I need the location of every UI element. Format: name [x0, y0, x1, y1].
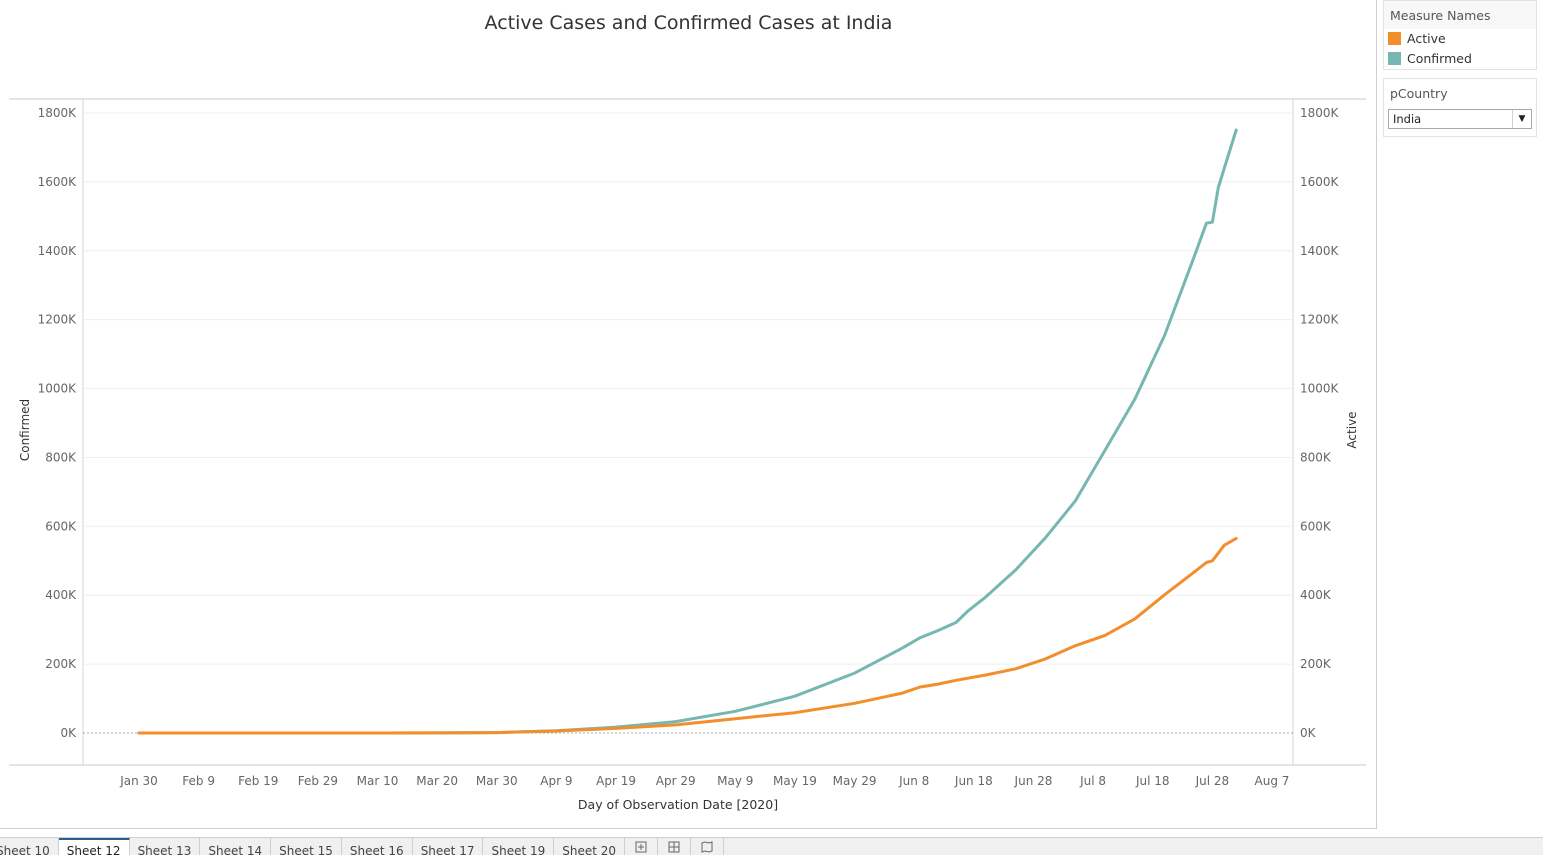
worksheet: Active Cases and Confirmed Cases at Indi…	[0, 0, 1377, 829]
line-chart: 0K 0K 200K 200K 400K 400K 600K 600K 800K 800K 1000…	[9, 98, 1366, 812]
y-axis-title-right: Active	[1345, 411, 1359, 448]
filter-card: pCountry India ▼	[1383, 78, 1537, 137]
y-tick-label-left: 1000K	[38, 382, 78, 396]
x-tick-label: Mar 10	[357, 774, 399, 788]
y-tick-label-right: 800K	[1300, 450, 1332, 464]
y-tick-label-left: 200K	[45, 657, 77, 671]
x-tick-label: Feb 9	[182, 774, 215, 788]
x-tick-label: Jul 28	[1195, 774, 1230, 788]
y-axis-title-left: Confirmed	[18, 399, 32, 461]
new-story-icon[interactable]	[691, 838, 725, 855]
country-dropdown-value: India	[1393, 112, 1422, 126]
tab-sheet-16[interactable]: Sheet 16	[342, 838, 413, 855]
x-tick-label: Feb 19	[238, 774, 278, 788]
y-tick-label-right: 1400K	[1300, 244, 1340, 258]
legend-item-confirmed[interactable]: Confirmed	[1384, 49, 1536, 69]
tab-sheet-15[interactable]: Sheet 15	[271, 838, 342, 855]
x-tick-label: Apr 29	[656, 774, 696, 788]
chevron-down-icon[interactable]: ▼	[1512, 110, 1531, 128]
tab-sheet-17[interactable]: Sheet 17	[413, 838, 484, 855]
legend-title: Measure Names	[1384, 1, 1536, 29]
sheet-tab-bar: Sheet 10 Sheet 12 Sheet 13 Sheet 14 Shee…	[0, 837, 1543, 855]
y-tick-label-right: 1800K	[1300, 106, 1340, 120]
x-tick-label: Mar 20	[416, 774, 458, 788]
y-tick-label-left: 600K	[45, 519, 77, 533]
x-tick-label: May 29	[833, 774, 877, 788]
x-tick-label: Apr 19	[596, 774, 636, 788]
y-tick-label-left: 1400K	[38, 244, 78, 258]
filter-title: pCountry	[1384, 79, 1536, 107]
x-tick-label: Jun 28	[1014, 774, 1053, 788]
y-tick-label-left: 800K	[45, 450, 77, 464]
legend-label-active: Active	[1407, 31, 1446, 46]
x-tick-label: Jun 8	[898, 774, 929, 788]
tab-sheet-20[interactable]: Sheet 20	[554, 838, 626, 855]
y-tick-label-right: 1000K	[1300, 382, 1340, 396]
tab-sheet-10[interactable]: Sheet 10	[0, 838, 59, 855]
y-tick-label-left: 1200K	[38, 313, 78, 327]
y-tick-label-left: 0K	[60, 726, 77, 740]
y-tick-label-left: 1800K	[38, 106, 78, 120]
tab-sheet-19[interactable]: Sheet 19	[483, 838, 555, 855]
y-tick-label-right: 1600K	[1300, 175, 1340, 189]
y-tick-label-right: 1200K	[1300, 313, 1340, 327]
x-tick-label: Jul 18	[1135, 774, 1170, 788]
y-tick-label-right: 400K	[1300, 588, 1332, 602]
legend-swatch-active	[1388, 32, 1401, 45]
legend-swatch-confirmed	[1388, 52, 1401, 65]
x-tick-label: Aug 7	[1255, 774, 1290, 788]
x-tick-label: Jun 18	[954, 774, 993, 788]
country-dropdown[interactable]: India ▼	[1388, 109, 1532, 129]
legend-label-confirmed: Confirmed	[1407, 51, 1472, 66]
y-tick-label-right: 600K	[1300, 519, 1332, 533]
x-axis-title: Day of Observation Date [2020]	[578, 797, 778, 812]
y-tick-label-left: 400K	[45, 588, 77, 602]
y-tick-label-right: 0K	[1300, 726, 1317, 740]
legend-item-active[interactable]: Active	[1384, 29, 1536, 49]
tab-sheet-12[interactable]: Sheet 12	[58, 838, 130, 855]
x-tick-label: Jul 8	[1079, 774, 1106, 788]
legend-card: Measure Names Active Confirmed	[1383, 0, 1537, 70]
new-worksheet-icon[interactable]	[625, 838, 659, 855]
new-dashboard-icon[interactable]	[658, 838, 692, 855]
y-tick-label-right: 200K	[1300, 657, 1332, 671]
x-tick-label: May 19	[773, 774, 817, 788]
chart-title: Active Cases and Confirmed Cases at Indi…	[484, 12, 893, 34]
x-tick-label: Feb 29	[298, 774, 338, 788]
series-line-confirmed	[137, 128, 1238, 735]
x-tick-label: Jan 30	[119, 774, 158, 788]
series-line-active	[137, 536, 1238, 735]
x-tick-label: Mar 30	[476, 774, 518, 788]
y-tick-label-left: 1600K	[38, 175, 78, 189]
side-panel: Measure Names Active Confirmed pCountry …	[1383, 0, 1537, 145]
tab-sheet-14[interactable]: Sheet 14	[200, 838, 272, 855]
tab-sheet-13[interactable]: Sheet 13	[130, 838, 201, 855]
x-tick-label: May 9	[717, 774, 753, 788]
x-tick-label: Apr 9	[540, 774, 572, 788]
